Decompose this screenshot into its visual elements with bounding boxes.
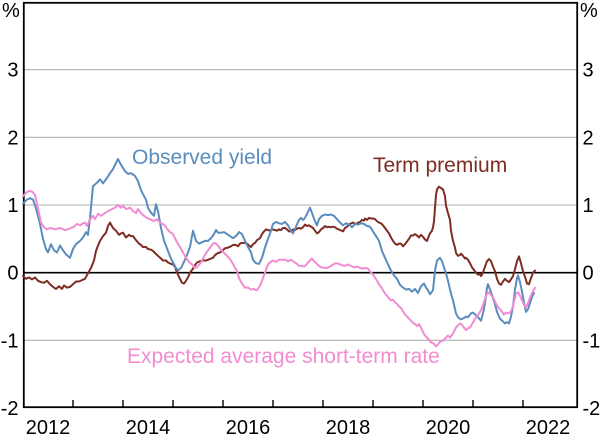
x-axis-tick-label: 2022 xyxy=(526,417,571,438)
x-axis-tick-label: 2020 xyxy=(426,417,471,438)
y-axis-tick-label-right: 0 xyxy=(583,263,594,285)
x-axis-tick-label: 2014 xyxy=(126,417,171,438)
series-label-expected-average-short-term-rate: Expected average short-term rate xyxy=(127,345,440,369)
series-line-term-premium xyxy=(22,185,536,290)
y-axis-tick-label-left: 2 xyxy=(7,127,18,149)
y-axis-tick-label-right: 1 xyxy=(583,195,594,217)
series-line-observed-yield xyxy=(22,158,535,325)
y-axis-unit-left: % xyxy=(2,0,20,22)
plot-frame xyxy=(22,1,579,409)
series-label-observed-yield: Observed yield xyxy=(132,145,273,169)
x-axis-tick-label: 2018 xyxy=(326,417,371,438)
y-axis-tick-label-left: 3 xyxy=(7,60,18,82)
x-axis-tick-label: 2016 xyxy=(226,417,271,438)
series-line-expected-average-short-term-rate xyxy=(22,189,536,348)
y-axis-tick-label-left: 0 xyxy=(7,263,18,285)
y-axis-tick-label-left: 1 xyxy=(7,195,18,217)
y-axis-tick-label-left: -1 xyxy=(1,330,19,352)
y-axis-tick-label-right: -2 xyxy=(583,398,600,420)
y-axis-tick-label-right: -1 xyxy=(583,330,600,352)
series-label-term-premium: Term premium xyxy=(373,154,508,178)
y-axis-tick-label-right: 2 xyxy=(583,127,594,149)
x-axis-tick-label: 2012 xyxy=(26,417,71,438)
y-axis-unit-right: % xyxy=(580,0,598,22)
y-axis-tick-label-right: 3 xyxy=(583,60,594,82)
y-axis-tick-label-left: -2 xyxy=(1,398,19,420)
